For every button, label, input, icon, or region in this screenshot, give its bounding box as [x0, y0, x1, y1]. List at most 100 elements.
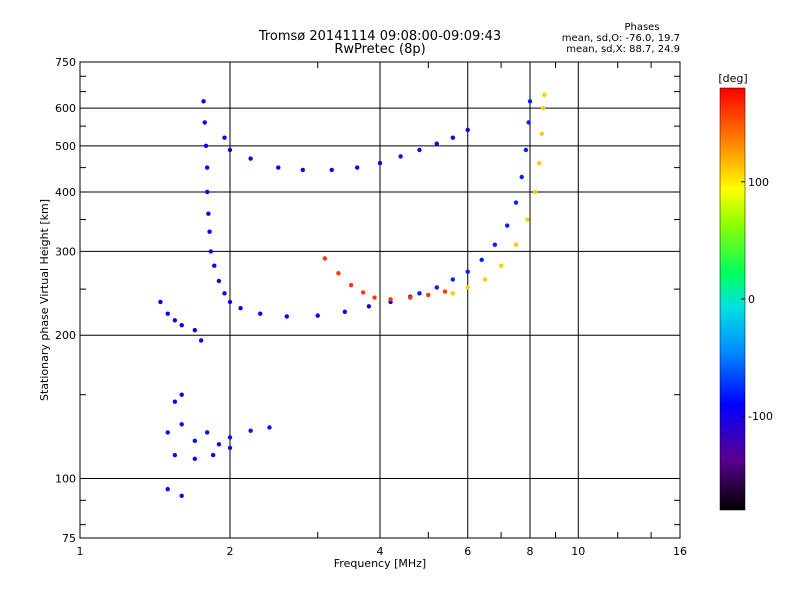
data-point — [276, 165, 281, 170]
stats-line-x: mean, sd,X: 88.7, 24.9 — [566, 44, 680, 55]
data-point — [336, 271, 341, 276]
data-point — [227, 445, 233, 451]
data-point — [465, 285, 470, 290]
data-point — [537, 160, 542, 166]
data-point — [426, 292, 431, 298]
plot-area: 1 2 4 6 8 10 16 75 100 200 300 400 500 600 750 — [55, 56, 687, 558]
data-point — [372, 295, 377, 300]
y-tick-label: 750 — [55, 56, 76, 69]
stats-heading: Phases — [624, 22, 659, 33]
data-point — [203, 143, 209, 149]
data-point — [201, 99, 206, 104]
data-point — [216, 442, 222, 447]
y-tick-label: 200 — [55, 329, 76, 342]
y-tick-label: 400 — [55, 186, 76, 199]
data-point — [513, 200, 519, 205]
data-point — [450, 291, 456, 296]
data-point — [172, 452, 178, 458]
data-point — [258, 311, 263, 316]
plot-frame — [79, 61, 681, 539]
data-point — [172, 318, 178, 323]
data-point — [417, 147, 422, 153]
x-tick-label: 4 — [377, 545, 384, 558]
data-point — [527, 99, 533, 104]
data-point — [498, 263, 504, 268]
data-point — [227, 435, 233, 440]
data-point — [525, 217, 530, 222]
x-tick-label: 16 — [673, 545, 687, 558]
colorbar-ticks: 100 0 -100 — [741, 176, 773, 423]
data-point — [179, 322, 184, 328]
data-point — [284, 314, 289, 319]
data-point — [192, 327, 198, 333]
data-point — [204, 189, 210, 195]
data-point — [315, 313, 320, 318]
data-point — [542, 92, 547, 97]
chart-title: Tromsø 20141114 09:08:00-09:09:43 — [258, 29, 501, 44]
colorbar: [deg] 100 0 -100 — [718, 72, 773, 511]
data-point — [192, 456, 198, 462]
data-point — [300, 167, 306, 173]
data-point — [165, 430, 170, 435]
colorbar-label: [deg] — [718, 72, 747, 85]
data-point — [354, 165, 360, 170]
data-point — [267, 425, 272, 430]
data-point — [539, 131, 545, 136]
data-point — [465, 127, 470, 133]
data-point — [210, 452, 216, 458]
data-point — [222, 135, 227, 140]
y-tick-label: 100 — [55, 473, 76, 486]
data-point — [227, 299, 233, 305]
colorbar-tick-label: -100 — [748, 410, 773, 423]
data-point — [388, 297, 393, 302]
data-point — [434, 285, 439, 290]
data-point — [342, 309, 348, 315]
data-point — [482, 277, 488, 282]
colorbar-tick-label: 0 — [748, 293, 755, 306]
data-point — [540, 105, 546, 111]
y-axis-label: Stationary phase Virtual Height [km] — [38, 199, 51, 401]
data-point — [360, 290, 366, 295]
data-point — [450, 135, 456, 140]
data-point — [216, 278, 222, 284]
data-point — [492, 242, 498, 247]
data-point — [322, 256, 328, 261]
x-tick-label: 10 — [571, 545, 585, 558]
y-tick-label: 600 — [55, 102, 76, 115]
data-point — [450, 277, 456, 282]
data-point — [504, 223, 510, 228]
data-point — [192, 438, 198, 444]
data-point — [207, 229, 212, 234]
data-point — [248, 428, 253, 433]
data-point — [179, 422, 184, 427]
data-point — [172, 399, 178, 404]
data-point — [198, 338, 204, 343]
data-point — [526, 120, 531, 125]
y-tick-label: 300 — [55, 245, 76, 258]
y-axis: 75 100 200 300 400 500 600 750 — [55, 56, 680, 545]
colorbar-tick-label: 100 — [748, 176, 769, 189]
data-point — [222, 291, 227, 296]
x-axis: 1 2 4 6 8 10 16 — [77, 62, 687, 558]
y-tick-label: 500 — [55, 140, 76, 153]
data-point — [442, 289, 448, 294]
data-point — [227, 147, 233, 153]
data-point — [208, 249, 213, 254]
data-points — [158, 92, 547, 498]
y-tick-label: 75 — [62, 532, 76, 545]
data-point — [366, 304, 372, 309]
data-point — [202, 120, 207, 125]
data-point — [204, 430, 210, 435]
data-point — [398, 154, 403, 159]
data-point — [434, 141, 439, 146]
data-point — [465, 269, 470, 274]
x-tick-label: 2 — [227, 545, 234, 558]
data-point — [179, 392, 184, 397]
x-axis-label: Frequency [MHz] — [334, 557, 426, 570]
data-point — [533, 189, 538, 195]
data-point — [238, 305, 243, 311]
data-point — [165, 486, 170, 492]
x-tick-label: 1 — [77, 545, 84, 558]
colorbar-gradient — [719, 87, 746, 511]
